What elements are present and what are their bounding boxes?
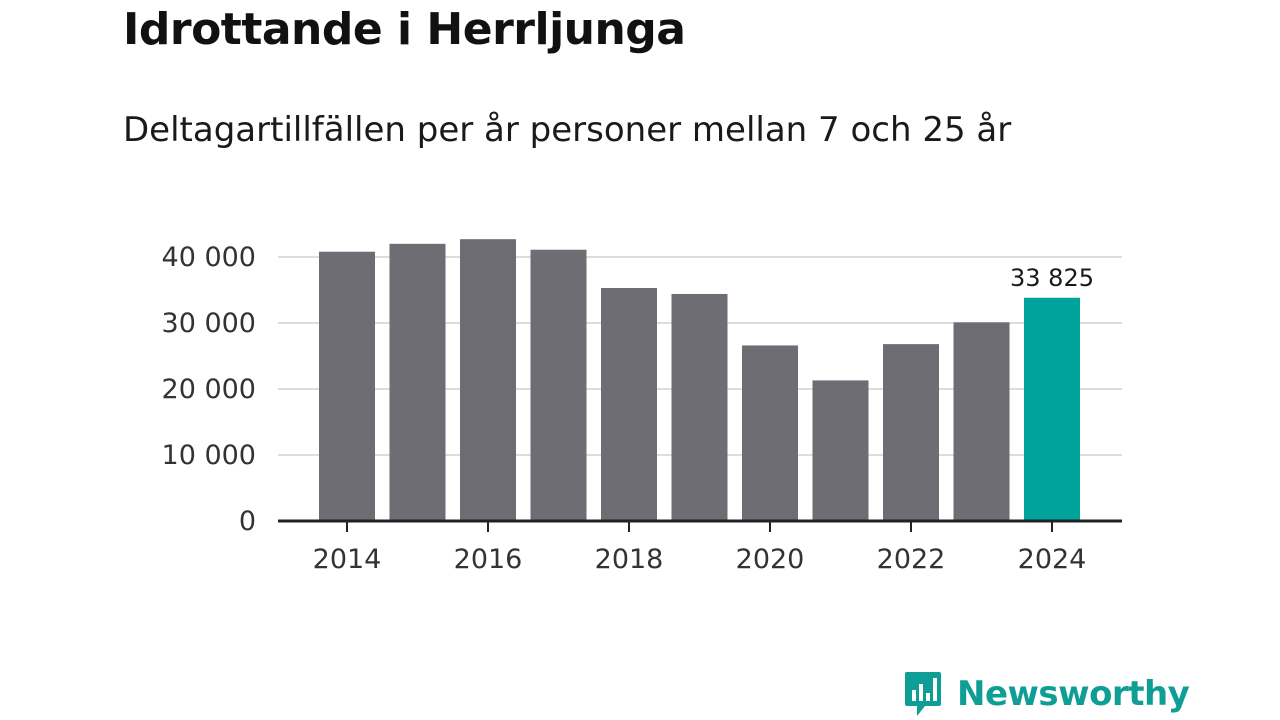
y-tick-label: 30 000 [162, 308, 256, 339]
brand-logo: Newsworthy [903, 670, 1190, 718]
bar-2020 [742, 345, 798, 521]
bar-2016 [460, 239, 516, 521]
brand-name: Newsworthy [957, 674, 1190, 714]
bar-2018 [601, 288, 657, 521]
bar-2023 [953, 322, 1010, 521]
chart-subtitle: Deltagartillfällen per år personer mella… [123, 110, 1012, 150]
y-tick-label: 10 000 [162, 440, 256, 471]
x-tick-label: 2016 [454, 544, 523, 575]
x-tick-label: 2024 [1018, 544, 1087, 575]
y-tick-label: 40 000 [162, 242, 256, 273]
bar-chart-speech-bubble-icon [905, 672, 941, 716]
x-tick-label: 2020 [736, 544, 805, 575]
bar-2014 [319, 251, 375, 521]
bar-2024 [1024, 297, 1080, 521]
bar-2019 [671, 293, 728, 521]
bar-2022 [883, 344, 939, 521]
bar-2021 [812, 380, 869, 521]
y-tick-label: 0 [239, 506, 256, 537]
bar-2015 [389, 243, 446, 522]
y-tick-label: 20 000 [162, 374, 256, 405]
chart-title: Idrottande i Herrljunga [123, 4, 686, 55]
x-tick-label: 2014 [313, 544, 382, 575]
bar-2017 [530, 249, 587, 522]
data-label: 33 825 [1010, 264, 1094, 292]
x-tick-label: 2018 [595, 544, 664, 575]
x-tick-label: 2022 [877, 544, 946, 575]
